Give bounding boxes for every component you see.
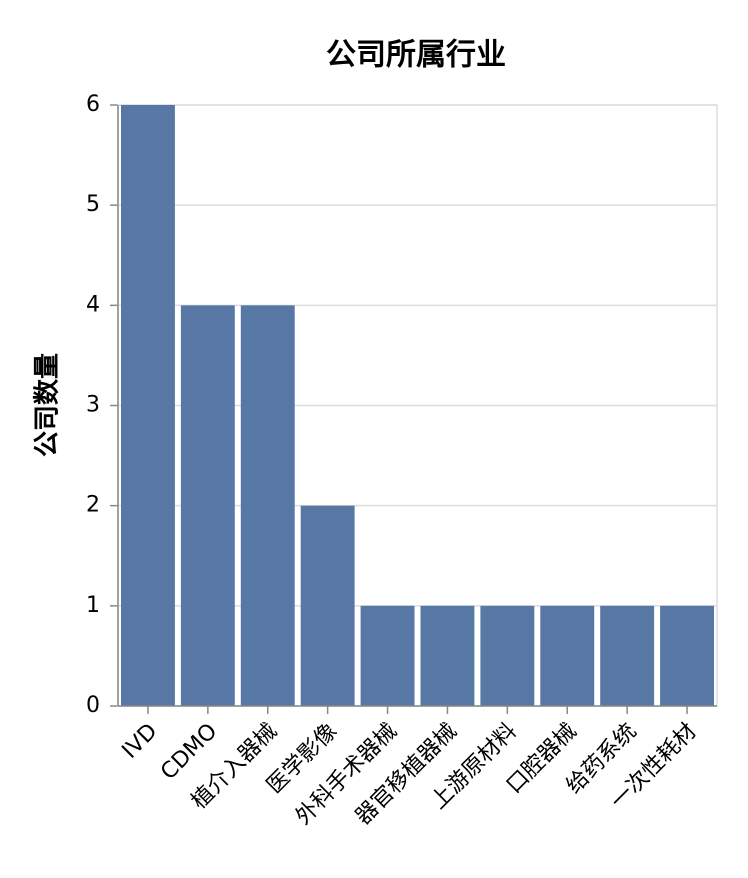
y-tick-label: 6 (86, 92, 100, 117)
y-tick-label: 4 (86, 292, 100, 317)
y-tick-label: 1 (86, 593, 100, 618)
bar (420, 605, 475, 706)
bar (180, 305, 235, 706)
x-tick-label: IVD (118, 719, 163, 764)
y-tick-label: 0 (86, 693, 100, 718)
y-tick-label: 3 (86, 393, 100, 418)
bar (540, 605, 595, 706)
y-axis-title: 公司数量 (33, 353, 63, 457)
y-tick-label: 5 (86, 192, 100, 217)
bar (240, 305, 295, 706)
bar (120, 105, 175, 706)
bar (360, 605, 415, 706)
bar (660, 605, 715, 706)
bar (300, 505, 355, 706)
bar (600, 605, 655, 706)
bar (480, 605, 535, 706)
chart-title: 公司所属行业 (326, 38, 506, 73)
y-tick-label: 2 (86, 493, 100, 518)
